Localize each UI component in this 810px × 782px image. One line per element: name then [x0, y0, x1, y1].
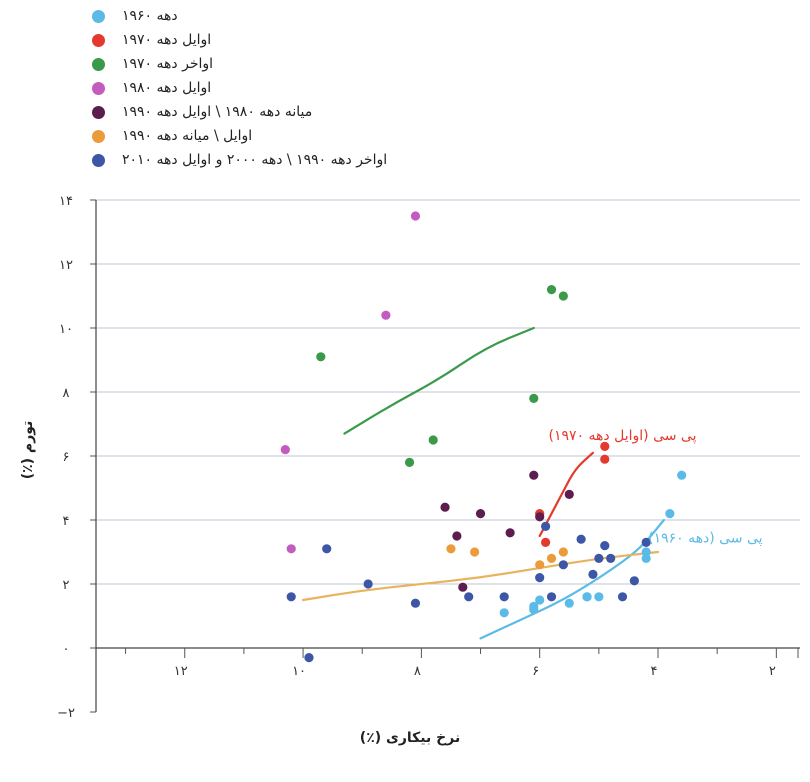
- data-point: [446, 544, 456, 554]
- data-point: [304, 653, 314, 663]
- data-point: [564, 598, 574, 608]
- data-point: [286, 592, 296, 602]
- y-tick-label: ۶: [63, 450, 70, 465]
- data-point: [440, 502, 450, 512]
- x-tick-label: ۲: [769, 664, 776, 679]
- legend-marker: [92, 82, 105, 95]
- y-tick-label: ۴: [63, 514, 70, 529]
- y-tick-label: ۱۲: [59, 258, 73, 273]
- y-tick-label: ۱۴: [59, 194, 73, 209]
- legend-marker: [92, 58, 105, 71]
- data-point: [564, 489, 574, 499]
- y-tick-label: ۱۰: [59, 322, 73, 337]
- data-point: [546, 285, 557, 295]
- data-point: [588, 569, 598, 580]
- legend-label: دهه ۱۹۶۰: [122, 8, 178, 24]
- data-point: [665, 508, 675, 519]
- legend-marker: [92, 10, 105, 23]
- data-point: [410, 211, 421, 221]
- x-tick-label: ۴: [651, 664, 658, 679]
- x-tick-label: ۶: [532, 664, 539, 679]
- data-point: [535, 560, 545, 570]
- y-tick-label: ۸: [63, 386, 70, 401]
- legend-label: اواخر دهه ۱۹۹۰ \ دهه ۲۰۰۰ و اوایل دهه ۲۰…: [122, 152, 388, 168]
- data-point: [529, 601, 539, 612]
- data-point: [404, 457, 415, 467]
- legend-marker: [92, 154, 105, 167]
- data-point: [499, 592, 509, 602]
- data-point: [464, 592, 474, 602]
- data-point: [286, 544, 296, 554]
- data-point: [499, 608, 509, 618]
- data-point: [558, 560, 568, 570]
- legend-marker: [92, 106, 105, 119]
- data-point: [641, 537, 651, 548]
- data-point: [452, 531, 462, 541]
- trend-curve: [301, 550, 660, 602]
- data-point: [410, 598, 421, 608]
- annotation-layer: پی سی (اوایل دهه ۱۹۷۰) پی سی (دهه ۱۹۶۰): [549, 428, 763, 546]
- y-tick-label: ۲: [63, 578, 70, 593]
- data-point: [558, 291, 568, 301]
- data-point: [535, 595, 545, 605]
- grid-layer: [96, 199, 800, 585]
- data-point: [600, 441, 610, 451]
- y-tick-label: ۰: [63, 642, 70, 657]
- data-point: [600, 454, 610, 464]
- data-point: [458, 582, 468, 592]
- axis-layer: ۱۴ ۱۲ ۱۰ ۸ ۶ ۴ ۲ ۰ −۲ ۱۲ ۱۰ ۸ ۶ ۴ ۲: [57, 194, 800, 721]
- legend-label: اوایل \ میانه دهه ۱۹۹۰: [122, 128, 253, 144]
- data-point: [677, 470, 687, 480]
- data-point: [617, 592, 628, 602]
- data-point: [470, 547, 480, 557]
- x-tick-label: ۱۰: [292, 664, 306, 679]
- curve-layer: [301, 326, 666, 640]
- legend-label: اوایل دهه ۱۹۷۰: [122, 32, 212, 48]
- curve-annotation: پی سی (دهه ۱۹۶۰): [648, 530, 763, 546]
- curve-annotation: پی سی (اوایل دهه ۱۹۷۰): [549, 428, 697, 444]
- y-axis-title: تورم (٪): [20, 421, 36, 480]
- data-point: [535, 512, 545, 522]
- data-point: [641, 547, 651, 557]
- data-point: [316, 352, 326, 362]
- data-point: [546, 553, 557, 564]
- data-point: [505, 528, 515, 538]
- data-point: [428, 435, 438, 445]
- legend-marker: [92, 130, 105, 143]
- data-point: [641, 553, 651, 564]
- data-point: [594, 553, 604, 564]
- data-point: [280, 445, 290, 455]
- data-point: [582, 592, 592, 602]
- x-tick-label: ۸: [414, 664, 421, 679]
- legend-label: میانه دهه ۱۹۸۰ \ اوایل دهه ۱۹۹۰: [122, 104, 313, 120]
- data-point: [576, 534, 586, 544]
- data-point: [600, 541, 610, 551]
- data-point: [322, 544, 332, 554]
- x-tick-label: ۱۲: [174, 664, 188, 679]
- trend-curve: [479, 518, 666, 640]
- y-tick-label: −۲: [57, 706, 75, 721]
- data-point: [529, 470, 539, 480]
- legend-marker: [92, 34, 105, 47]
- data-point: [529, 393, 539, 403]
- data-point: [594, 592, 604, 602]
- data-point: [629, 576, 639, 586]
- data-point: [606, 553, 616, 564]
- data-point: [541, 537, 551, 548]
- data-point: [535, 573, 545, 583]
- trend-curve: [343, 326, 535, 435]
- data-point: [546, 592, 557, 602]
- legend-label: اوایل دهه ۱۹۸۰: [122, 80, 212, 96]
- data-point: [475, 508, 486, 519]
- legend-label: اواخر دهه ۱۹۷۰: [122, 56, 214, 72]
- point-layer: [280, 211, 687, 663]
- data-point: [363, 579, 373, 589]
- data-point: [541, 521, 551, 532]
- x-axis-title: نرخ بیکاری (٪): [360, 730, 460, 746]
- data-point: [558, 547, 568, 557]
- data-point: [381, 310, 391, 320]
